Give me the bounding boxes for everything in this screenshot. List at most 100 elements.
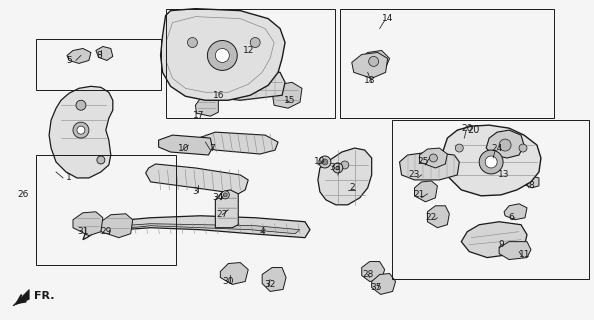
Circle shape [76,100,86,110]
Text: 30: 30 [223,277,234,286]
Circle shape [333,163,343,173]
Text: FR.: FR. [34,292,55,301]
Polygon shape [73,212,103,236]
Circle shape [250,37,260,47]
Polygon shape [443,125,541,196]
Circle shape [207,41,237,70]
Text: 1: 1 [66,173,72,182]
Polygon shape [262,268,286,292]
Circle shape [499,139,511,151]
Circle shape [519,144,527,152]
Circle shape [188,37,197,47]
Circle shape [456,144,463,152]
Text: 2: 2 [349,183,355,192]
Text: 9: 9 [498,240,504,249]
Text: 26: 26 [17,190,29,199]
Circle shape [223,193,228,197]
Text: 31: 31 [77,227,89,236]
Circle shape [369,56,378,67]
Text: 35: 35 [370,283,381,292]
Polygon shape [352,52,388,78]
Text: 27: 27 [217,210,228,219]
Circle shape [429,154,437,162]
Circle shape [216,49,229,62]
Bar [391,120,589,279]
Polygon shape [83,216,310,240]
Bar [340,9,554,118]
Circle shape [485,156,497,168]
Circle shape [73,122,89,138]
Polygon shape [101,214,132,238]
Text: 28: 28 [362,270,374,279]
Polygon shape [272,82,302,108]
Text: 32: 32 [264,280,276,289]
Bar [36,155,176,265]
Polygon shape [419,148,447,168]
Polygon shape [146,164,248,194]
Text: 15: 15 [285,96,296,105]
Text: 33: 33 [329,164,340,172]
Circle shape [222,191,229,199]
Polygon shape [483,156,521,183]
Polygon shape [428,206,449,228]
Polygon shape [159,135,213,155]
Polygon shape [499,242,531,260]
Polygon shape [372,274,396,294]
Text: 11: 11 [519,250,531,259]
Polygon shape [362,261,385,282]
Polygon shape [415,181,437,202]
Polygon shape [216,190,238,228]
Polygon shape [93,224,300,234]
Text: 20: 20 [467,125,479,135]
Polygon shape [13,289,29,306]
Polygon shape [400,152,459,180]
Text: 24: 24 [491,144,503,153]
Text: 21: 21 [414,190,425,199]
Polygon shape [358,51,390,72]
Polygon shape [318,148,372,205]
Bar [36,38,160,90]
Circle shape [341,161,349,169]
Polygon shape [160,9,285,100]
Polygon shape [524,176,539,188]
Text: 4: 4 [260,227,265,236]
Text: 19: 19 [314,157,326,166]
Circle shape [322,159,328,165]
Text: 25: 25 [418,157,429,166]
Text: 12: 12 [242,46,254,55]
Circle shape [319,156,331,168]
Text: 10: 10 [178,144,189,153]
Polygon shape [220,262,248,284]
Text: 16: 16 [213,91,224,100]
Text: 7: 7 [210,144,215,153]
Polygon shape [248,35,270,55]
Circle shape [77,126,85,134]
Text: 23: 23 [409,171,420,180]
Polygon shape [49,86,113,178]
Text: 34: 34 [213,193,224,202]
Polygon shape [462,222,527,258]
Text: 8: 8 [96,51,102,60]
Polygon shape [195,68,285,100]
Text: 29: 29 [100,227,112,236]
Bar [166,9,335,118]
Text: 13: 13 [498,171,510,180]
Polygon shape [198,132,278,154]
Text: 6: 6 [508,213,514,222]
Polygon shape [504,204,527,220]
Polygon shape [486,130,524,158]
Text: 20: 20 [462,124,473,132]
Text: 3: 3 [192,188,198,196]
Text: 5: 5 [66,56,72,65]
Text: 17: 17 [192,111,204,120]
Circle shape [336,166,340,170]
Text: 18: 18 [364,76,375,85]
Polygon shape [67,49,91,63]
Text: 22: 22 [426,213,437,222]
Text: 14: 14 [382,14,393,23]
Polygon shape [195,96,219,116]
Circle shape [479,150,503,174]
Polygon shape [96,46,113,60]
Circle shape [97,156,105,164]
Text: 8: 8 [528,181,534,190]
